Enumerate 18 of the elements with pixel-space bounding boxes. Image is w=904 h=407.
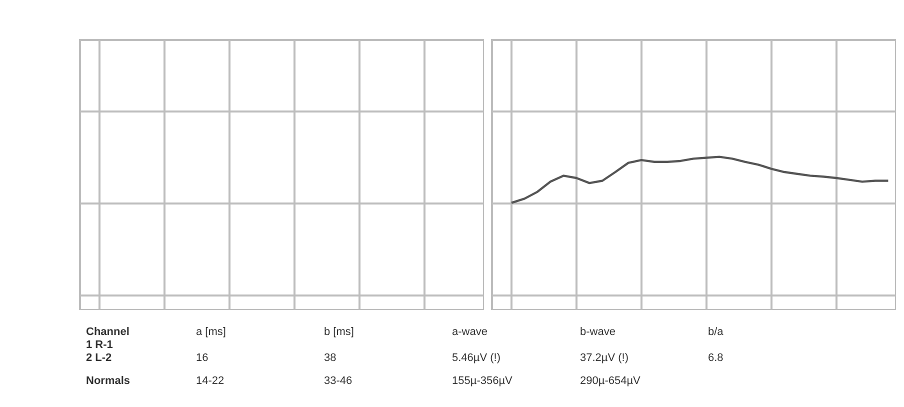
text: 6.8 [708,352,724,365]
text: 38 [324,352,338,365]
text: 1 R-1 [86,339,114,352]
text: a-wave [452,326,488,339]
text: 2 L-2 [86,352,113,365]
text: Normals [86,374,132,388]
text: a [ms] [196,326,227,339]
text: 5.46µV (!) [452,352,502,365]
text: 14-22 [196,374,226,388]
text: 37.2µV (!) [580,352,630,365]
text: b-wave [580,326,616,339]
text: 33-46 [324,374,354,388]
text: Channel [86,326,130,339]
text: b [ms] [324,326,355,339]
text: 290µ-654µV [580,374,642,388]
text: 16 [196,352,210,365]
text: 155µ-356µV [452,374,514,388]
text: b/a [708,326,724,339]
